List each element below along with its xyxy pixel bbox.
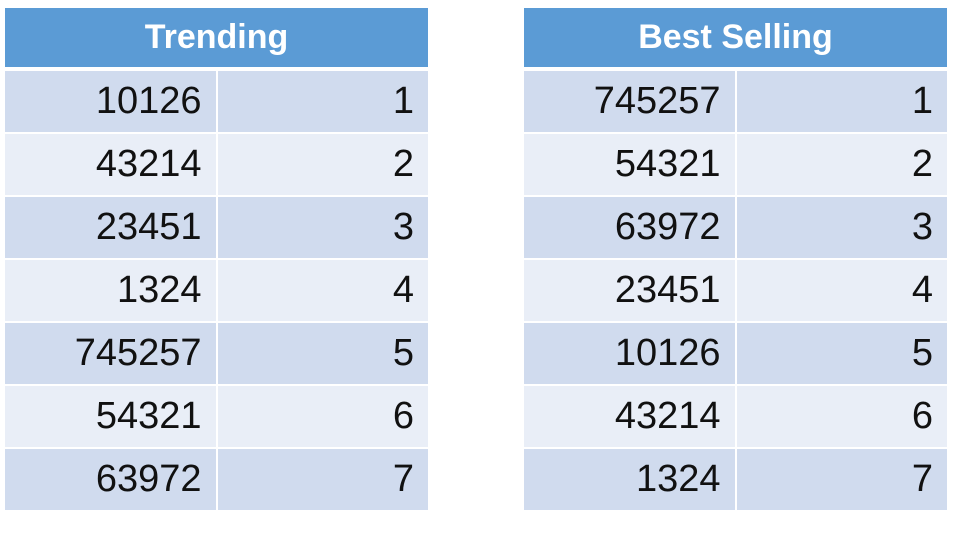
rank-cell: 7 [216, 447, 428, 510]
rank-cell: 6 [216, 384, 428, 448]
rank-cell: 4 [216, 258, 428, 322]
product-id-cell: 23451 [5, 195, 218, 259]
rank-cell: 3 [216, 195, 428, 259]
product-id-cell: 10126 [524, 321, 737, 385]
rank-cell: 4 [735, 258, 947, 322]
table-row: 23451 3 [5, 195, 428, 259]
table-row: 63972 3 [524, 195, 947, 259]
table-row: 1324 4 [5, 258, 428, 322]
rank-cell: 3 [735, 195, 947, 259]
rank-cell: 6 [735, 384, 947, 448]
table-title: Best Selling [524, 8, 947, 71]
table-header-row: Best Selling [524, 8, 947, 71]
table-row: 63972 7 [5, 447, 428, 510]
table-row: 10126 5 [524, 321, 947, 385]
product-id-cell: 1324 [524, 447, 737, 510]
rank-cell: 5 [216, 321, 428, 385]
product-id-cell: 54321 [524, 132, 737, 196]
product-id-cell: 10126 [5, 68, 218, 133]
table-row: 23451 4 [524, 258, 947, 322]
rank-cell: 7 [735, 447, 947, 510]
product-id-cell: 1324 [5, 258, 218, 322]
table-title: Trending [5, 8, 428, 71]
table-row: 10126 1 [5, 68, 428, 133]
rank-cell: 2 [735, 132, 947, 196]
table-row: 1324 7 [524, 447, 947, 510]
rank-cell: 2 [216, 132, 428, 196]
table-row: 54321 2 [524, 132, 947, 196]
table-row: 745257 5 [5, 321, 428, 385]
table-row: 745257 1 [524, 68, 947, 133]
product-id-cell: 43214 [524, 384, 737, 448]
product-id-cell: 63972 [524, 195, 737, 259]
product-id-cell: 745257 [5, 321, 218, 385]
product-id-cell: 43214 [5, 132, 218, 196]
best-selling-table: Best Selling 745257 1 54321 2 63972 3 23… [524, 8, 947, 510]
table-header-row: Trending [5, 8, 428, 71]
product-id-cell: 23451 [524, 258, 737, 322]
trending-table: Trending 10126 1 43214 2 23451 3 1324 4 … [5, 8, 428, 510]
rank-cell: 1 [216, 68, 428, 133]
table-row: 43214 6 [524, 384, 947, 448]
product-id-cell: 54321 [5, 384, 218, 448]
table-row: 43214 2 [5, 132, 428, 196]
product-id-cell: 63972 [5, 447, 218, 510]
rank-cell: 5 [735, 321, 947, 385]
rank-cell: 1 [735, 68, 947, 133]
table-row: 54321 6 [5, 384, 428, 448]
product-id-cell: 745257 [524, 68, 737, 133]
